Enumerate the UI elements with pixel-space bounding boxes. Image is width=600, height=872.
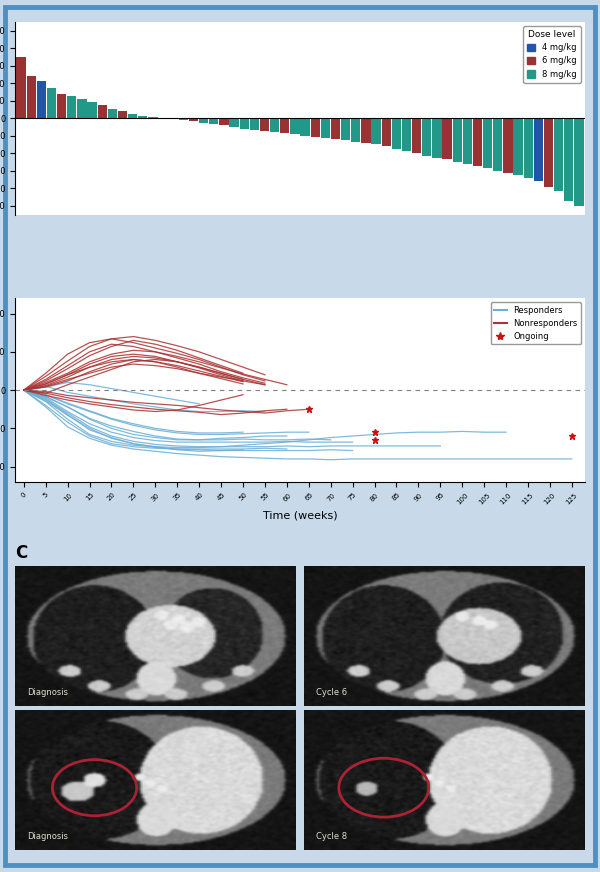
Text: Cycle 6: Cycle 6 — [316, 688, 347, 697]
Bar — [209, 119, 218, 125]
Bar — [503, 119, 512, 173]
Text: C: C — [15, 543, 27, 562]
Bar — [98, 105, 107, 119]
Bar — [524, 119, 533, 178]
Bar — [473, 119, 482, 167]
Legend: 4 mg/kg, 6 mg/kg, 8 mg/kg: 4 mg/kg, 6 mg/kg, 8 mg/kg — [523, 26, 581, 83]
Bar — [179, 119, 188, 120]
Bar — [260, 119, 269, 132]
Bar — [189, 119, 198, 121]
Bar — [67, 96, 76, 119]
Bar — [361, 119, 371, 143]
Bar — [452, 119, 462, 162]
Bar — [514, 119, 523, 175]
Bar — [280, 119, 289, 133]
Bar — [88, 102, 97, 119]
Bar — [239, 119, 249, 129]
Bar — [412, 119, 421, 153]
Bar — [533, 119, 543, 181]
Bar — [250, 119, 259, 131]
Bar — [270, 119, 280, 133]
Bar — [564, 119, 574, 201]
Bar — [392, 119, 401, 149]
Bar — [320, 119, 330, 139]
Bar — [148, 118, 158, 119]
Bar — [57, 93, 67, 119]
Bar — [138, 116, 148, 119]
Bar — [37, 81, 46, 119]
Bar — [311, 119, 320, 138]
Bar — [382, 119, 391, 146]
Bar — [331, 119, 340, 140]
Bar — [432, 119, 442, 158]
Bar — [108, 109, 117, 119]
Text: Cycle 8: Cycle 8 — [316, 832, 347, 841]
Bar — [483, 119, 492, 168]
Bar — [493, 119, 502, 171]
Bar — [26, 76, 36, 119]
Bar — [16, 57, 26, 119]
Text: Diagnosis: Diagnosis — [27, 688, 68, 697]
Bar — [442, 119, 452, 160]
Bar — [554, 119, 563, 191]
Bar — [574, 119, 584, 206]
Bar — [229, 119, 239, 127]
Bar — [351, 119, 361, 142]
Bar — [128, 114, 137, 119]
Bar — [422, 119, 431, 156]
Bar — [199, 119, 208, 123]
Bar — [118, 111, 127, 119]
Bar — [371, 119, 381, 145]
Bar — [290, 119, 299, 134]
Bar — [77, 99, 86, 119]
X-axis label: Time (weeks): Time (weeks) — [263, 511, 337, 521]
Bar — [463, 119, 472, 164]
Bar — [219, 119, 229, 126]
Text: Diagnosis: Diagnosis — [27, 832, 68, 841]
Bar — [402, 119, 411, 151]
Bar — [301, 119, 310, 136]
Bar — [341, 119, 350, 140]
Bar — [544, 119, 553, 187]
Legend: Responders, Nonresponders, Ongoing: Responders, Nonresponders, Ongoing — [491, 303, 581, 344]
Bar — [47, 87, 56, 119]
